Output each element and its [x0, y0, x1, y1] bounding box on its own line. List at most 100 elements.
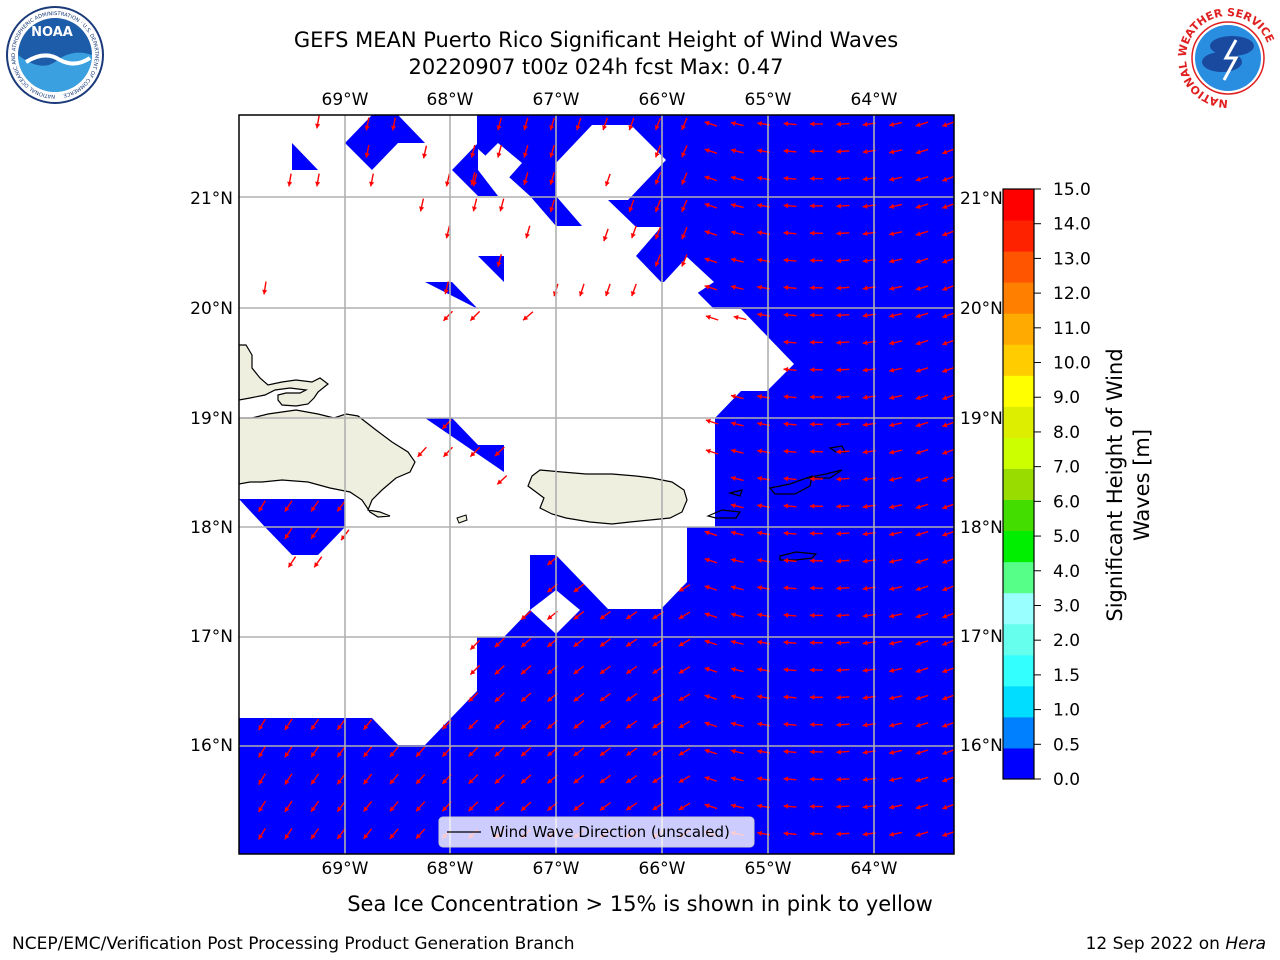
wave-direction-arrowhead [730, 557, 736, 563]
lon-tick-top: 68°W [427, 90, 474, 110]
wave-direction-arrowhead [443, 289, 449, 295]
wave-direction-arrowhead [389, 751, 395, 757]
wave-direction-arrowhead [836, 476, 841, 482]
wave-direction-arrowhead [363, 779, 369, 785]
lon-tick-top: 65°W [745, 90, 792, 110]
wave-direction-arrowhead [654, 206, 660, 212]
wave-direction-arrowhead [573, 587, 579, 593]
wave-direction-arrowhead [942, 559, 948, 564]
wave-direction-arrowhead [442, 806, 448, 812]
wave-direction-arrowhead [311, 779, 316, 785]
colorbar-tick-label: 2.0 [1053, 631, 1080, 651]
land-masses [239, 344, 846, 561]
wave-direction-arrowhead [337, 724, 343, 730]
lon-tick-bottom: 66°W [639, 859, 686, 879]
wave-direction-arrowhead [783, 721, 789, 728]
wave-direction-arrowhead [496, 125, 502, 131]
wave-direction-arrowhead [757, 776, 763, 782]
wave-direction-arrowhead [416, 751, 422, 757]
wave-direction-arrowhead [443, 451, 449, 457]
wave-direction-arrowhead [258, 806, 264, 813]
wave-direction-arrowhead [915, 504, 921, 510]
wave-direction-arrowhead [468, 696, 474, 702]
wave-direction-arrowhead [809, 421, 815, 427]
wave-direction-arrowhead [809, 230, 815, 236]
wave-direction-arrowhead [942, 204, 948, 210]
wave-direction-arrowhead [445, 181, 451, 187]
lat-lon-gridlines [239, 115, 954, 854]
wave-direction-arrowhead [442, 423, 448, 430]
wave-direction-arrowhead [284, 779, 290, 785]
wave-direction-arrowhead [809, 694, 815, 700]
wave-direction-arrowhead [889, 449, 895, 455]
wave-direction-arrowhead [862, 640, 868, 646]
wave-direction-arrowhead [836, 148, 841, 155]
wave-direction-arrowhead [730, 448, 736, 454]
wave-direction-arrowhead [549, 125, 555, 131]
wave-direction-arrowhead [862, 258, 868, 264]
wave-direction-arrowhead [783, 366, 789, 373]
wave-direction-arrowhead [836, 749, 841, 755]
wave-direction-arrowhead [915, 695, 921, 701]
wave-direction-arrowhead [730, 776, 736, 782]
wave-direction-arrowhead [258, 752, 264, 758]
wave-direction-arrowhead [626, 750, 632, 756]
wave-direction-arrowhead [915, 149, 921, 155]
wave-direction-arrowhead [681, 124, 687, 130]
colorbar-tick-label: 11.0 [1053, 319, 1091, 339]
wave-direction-arrowhead [915, 258, 921, 264]
wave-direction-arrowhead [573, 723, 579, 729]
wave-direction-arrowhead [654, 124, 660, 131]
colorbar-tick-label: 5.0 [1053, 527, 1080, 547]
wave-direction-arrowhead [783, 639, 789, 646]
wave-direction-arrowhead [442, 778, 448, 784]
wave-direction-arrowhead [889, 258, 895, 264]
wave-direction-arrowhead [862, 531, 868, 537]
wave-direction-arrowhead [626, 668, 632, 674]
wave-direction-arrowhead [604, 181, 610, 187]
wave-direction-arrowhead [730, 230, 736, 236]
wave-direction-arrowhead [809, 285, 815, 291]
wave-direction-arrowhead [915, 176, 921, 182]
wave-direction-arrowhead [836, 804, 841, 810]
wave-direction-arrowhead [757, 830, 763, 837]
wave-direction-arrowhead [783, 803, 789, 809]
wave-direction-arrowhead [258, 779, 264, 785]
wave-direction-arrowhead [836, 585, 841, 591]
wave-direction-arrowhead [547, 560, 553, 565]
wave-direction-arrowhead [654, 152, 660, 158]
wave-direction-arrowhead [730, 666, 736, 673]
wave-direction-arrowhead [809, 312, 815, 318]
wave-direction-arrowhead [809, 257, 815, 264]
wave-direction-arrowhead [417, 451, 423, 457]
wave-direction-arrowhead [284, 533, 290, 539]
wave-direction-arrowhead [681, 261, 687, 267]
wave-direction-arrowhead [284, 806, 290, 812]
wave-direction-arrowhead [809, 776, 815, 782]
wave-direction-arrowhead [730, 284, 736, 290]
wave-direction-arrowhead [681, 179, 687, 185]
wave-direction-arrowhead [783, 831, 789, 837]
wave-direction-arrowhead [311, 533, 316, 539]
colorbar-segment [1003, 716, 1034, 749]
wave-direction-arrowhead [889, 667, 895, 673]
wave-direction-arrowhead [942, 449, 948, 455]
wave-direction-arrowhead [284, 752, 290, 758]
wave-direction-arrowhead [836, 776, 841, 782]
wave-direction-arrowhead [783, 339, 789, 345]
wave-direction-arrowhead [757, 557, 763, 564]
wave-direction-arrowhead [522, 152, 528, 158]
wave-direction-arrowhead [942, 313, 948, 319]
wave-direction-arrowhead [470, 669, 476, 675]
wave-direction-arrowhead [284, 506, 290, 512]
wave-direction-arrowhead [783, 121, 789, 127]
wave-direction-arrowhead [494, 642, 500, 648]
wave-direction-arrowhead [757, 148, 763, 154]
wave-direction-arrowhead [889, 476, 895, 482]
wave-direction-arrowhead [705, 418, 711, 424]
colorbar-tick-label: 8.0 [1053, 423, 1080, 443]
wave-direction-arrowhead [836, 230, 841, 236]
wave-direction-arrowhead [337, 806, 343, 812]
wave-direction-arrowhead [547, 641, 553, 647]
wave-direction-arrowhead [284, 724, 290, 731]
